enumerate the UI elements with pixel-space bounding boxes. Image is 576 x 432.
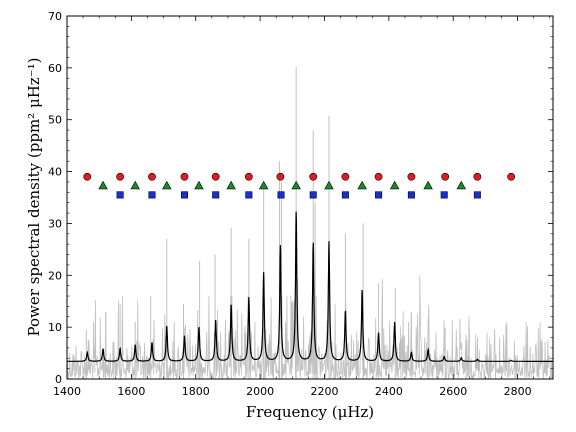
mode-marker-triangle (357, 180, 367, 190)
mode-marker-circle (148, 172, 156, 181)
mode-marker-square (180, 191, 188, 199)
mode-marker-square (375, 191, 383, 199)
smoothed-spectrum-line (67, 211, 553, 362)
mode-marker-triangle (130, 180, 140, 190)
x-tick-label: 2800 (504, 385, 532, 398)
y-axis-title: Power spectral density (ppm² μHz⁻¹) (25, 58, 43, 337)
mode-marker-circle (83, 172, 92, 181)
x-tick-label: 1800 (182, 385, 210, 398)
mode-marker-circle (116, 172, 125, 181)
mode-marker-circle (374, 172, 383, 181)
raw-spectrum-line (67, 275, 553, 379)
mode-marker-triangle (291, 180, 301, 190)
y-tick-label: 10 (48, 321, 62, 334)
y-tick-label: 60 (48, 62, 62, 75)
mode-marker-square (212, 191, 220, 199)
y-tick-label: 30 (48, 217, 62, 230)
mode-marker-triangle (226, 180, 236, 190)
mode-marker-circle (211, 172, 220, 181)
mode-marker-circle (441, 172, 450, 181)
x-axis-title: Frequency (μHz) (246, 403, 374, 421)
x-tick-label: 1400 (53, 385, 81, 398)
x-tick-label: 2200 (310, 385, 338, 398)
mode-marker-triangle (423, 180, 433, 190)
mode-marker-triangle (162, 180, 172, 190)
mode-marker-circle (407, 172, 416, 181)
mode-marker-circle (244, 172, 253, 181)
x-tick-label: 2600 (439, 385, 467, 398)
mode-marker-circle (473, 172, 482, 181)
mode-marker-square (148, 191, 156, 199)
mode-marker-square (277, 191, 285, 199)
mode-marker-square (116, 191, 124, 199)
y-tick-label: 20 (48, 269, 62, 282)
x-tick-label: 1600 (117, 385, 145, 398)
mode-marker-circle (341, 172, 350, 181)
mode-marker-triangle (324, 180, 334, 190)
mode-marker-square (245, 191, 253, 199)
mode-marker-circle (276, 172, 285, 181)
mode-marker-triangle (98, 180, 108, 190)
mode-marker-square (473, 191, 481, 199)
axes: 1400 1600 1800 2000 2200 2400 2600 2800 0 10 20 30 4… (48, 10, 554, 398)
mode-marker-triangle (258, 180, 269, 190)
mode-marker-square (341, 191, 349, 199)
plot-content (67, 66, 553, 379)
mode-marker-square (407, 191, 415, 199)
plot-frame (66, 15, 554, 380)
mode-marker-circle (507, 172, 516, 181)
mode-marker-triangle (389, 180, 400, 190)
y-tick-label: 70 (48, 10, 62, 23)
mode-marker-triangle (456, 180, 466, 190)
y-tick-label: 50 (48, 114, 62, 127)
mode-marker-square (440, 191, 448, 199)
mode-marker-triangle (194, 180, 204, 190)
y-tick-label: 0 (55, 373, 62, 386)
mode-marker-circle (180, 172, 189, 181)
x-tick-label: 2000 (246, 385, 274, 398)
y-tick-label: 40 (48, 166, 62, 179)
mode-marker-circle (309, 172, 318, 181)
plot-area (67, 66, 553, 379)
x-tick-label: 2400 (375, 385, 403, 398)
mode-marker-square (309, 191, 317, 199)
